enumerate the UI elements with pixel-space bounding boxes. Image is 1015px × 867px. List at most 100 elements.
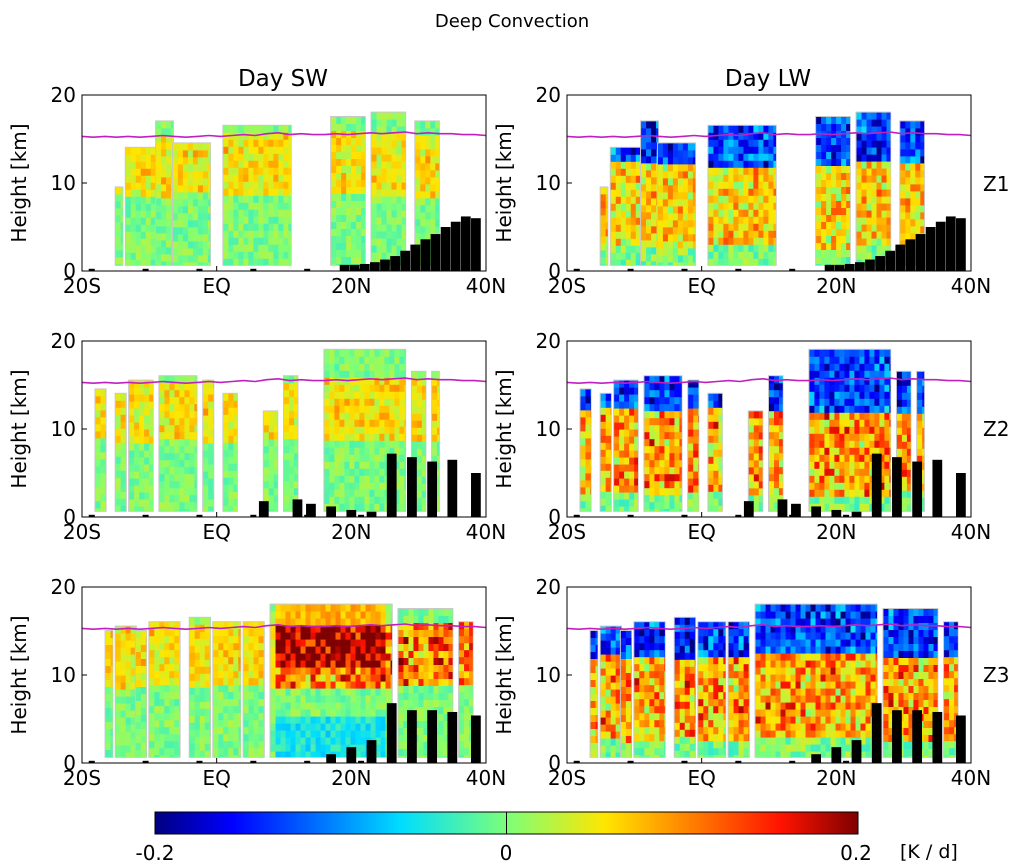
heatmap-cell — [901, 385, 908, 394]
heatmap-cell — [346, 138, 352, 146]
heatmap-cell — [129, 394, 135, 402]
heatmap-cell — [354, 475, 360, 484]
heatmap-cell — [884, 377, 890, 386]
heatmap-cell — [228, 692, 234, 700]
heatmap-cell — [179, 678, 180, 686]
heatmap-cell — [753, 258, 759, 266]
heatmap-cell — [223, 251, 229, 260]
heatmap-cell — [369, 433, 375, 442]
heatmap-cell — [130, 731, 136, 739]
heatmap-cell — [728, 174, 734, 183]
heatmap-cell — [859, 468, 865, 477]
heatmap-cell — [374, 391, 380, 400]
heatmap-cell — [394, 440, 400, 449]
heatmap-cell — [600, 393, 606, 402]
y-tick-label: 10 — [536, 417, 561, 441]
heatmap-cell — [614, 471, 620, 479]
heatmap-cell — [814, 412, 820, 421]
heatmap-cell — [156, 149, 162, 157]
heatmap-cell — [149, 401, 153, 409]
heatmap-cell — [194, 638, 201, 647]
heatmap-cell — [416, 378, 423, 387]
heatmap-cell — [779, 404, 783, 412]
heatmap-cell — [156, 219, 162, 227]
heatmap-cell — [884, 363, 890, 372]
heatmap-cell — [159, 706, 165, 714]
heatmap-cell — [866, 119, 872, 127]
heatmap-cell — [688, 436, 694, 444]
heatmap-cell — [125, 633, 131, 641]
heatmap-cell — [159, 657, 165, 665]
heatmap-cell — [844, 482, 850, 491]
heatmap-cell — [169, 411, 175, 419]
heatmap-cell — [329, 433, 335, 442]
heatmap-cell — [199, 687, 206, 696]
heatmap-cell — [238, 146, 244, 155]
heatmap-cell — [646, 247, 652, 255]
heatmap-cell — [779, 446, 783, 454]
heatmap-cell — [139, 429, 145, 437]
heatmap-cell — [334, 398, 340, 407]
heatmap-cell — [881, 203, 887, 211]
heatmap-cell — [189, 652, 196, 661]
heatmap-cell — [289, 474, 295, 482]
heatmap-cell — [145, 259, 152, 266]
heatmap-cell — [435, 156, 440, 164]
heatmap-cell — [748, 446, 755, 454]
heatmap-cell — [351, 194, 357, 202]
heatmap-cell — [677, 262, 684, 266]
heatmap-cell — [284, 383, 290, 391]
heatmap-cell — [718, 484, 723, 493]
heatmap-cell — [223, 400, 229, 409]
heatmap-cell — [243, 202, 249, 211]
heatmap-cell — [110, 631, 113, 639]
heatmap-cell — [677, 171, 684, 179]
heatmap-cell — [881, 119, 887, 127]
heatmap-cell — [324, 398, 330, 407]
heatmap-cell — [748, 411, 755, 419]
heatmap-cell — [600, 470, 606, 479]
heatmap-cell — [204, 750, 211, 758]
heatmap-cell — [356, 257, 362, 265]
heatmap-cell — [379, 426, 385, 435]
heatmap-cell — [856, 161, 862, 169]
heatmap-cell — [164, 622, 170, 630]
heatmap-cell — [391, 196, 397, 204]
heatmap-cell — [194, 376, 197, 384]
heatmap-cell — [664, 404, 670, 412]
heatmap-cell — [620, 245, 627, 254]
heatmap-cell — [399, 440, 405, 449]
heatmap-cell — [386, 126, 392, 134]
heatmap-cell — [182, 241, 189, 249]
heatmap-cell — [910, 177, 916, 185]
heatmap-cell — [334, 363, 340, 372]
heatmap-cell — [844, 419, 850, 428]
heatmap-cell — [273, 153, 279, 162]
heatmap-cell — [861, 196, 867, 204]
heatmap-cell — [906, 406, 911, 415]
heatmap-cell — [635, 154, 642, 163]
heatmap-cell — [149, 706, 155, 714]
heatmap-cell — [659, 509, 665, 512]
heatmap-cell — [688, 408, 694, 416]
heatmap-cell — [662, 213, 669, 221]
heatmap-cell — [605, 470, 611, 479]
heatmap-cell — [105, 631, 111, 639]
heatmap-cell — [816, 236, 822, 244]
heatmap-cell — [769, 467, 775, 475]
heatmap-cell — [829, 433, 835, 442]
heatmap-cell — [664, 488, 670, 496]
heatmap-cell — [920, 177, 925, 185]
heatmap-cell — [144, 436, 150, 444]
heatmap-cell — [110, 687, 113, 695]
heatmap-cell — [821, 229, 827, 237]
heatmap-cell — [356, 159, 362, 167]
heatmap-cell — [248, 174, 254, 183]
heatmap-cell — [829, 447, 835, 456]
heatmap-cell — [209, 638, 211, 647]
heatmap-cell — [169, 439, 175, 447]
heatmap-cell — [386, 147, 392, 155]
heatmap-cell — [140, 715, 147, 723]
heatmap-cell — [154, 657, 160, 665]
heatmap-cell — [197, 164, 204, 172]
